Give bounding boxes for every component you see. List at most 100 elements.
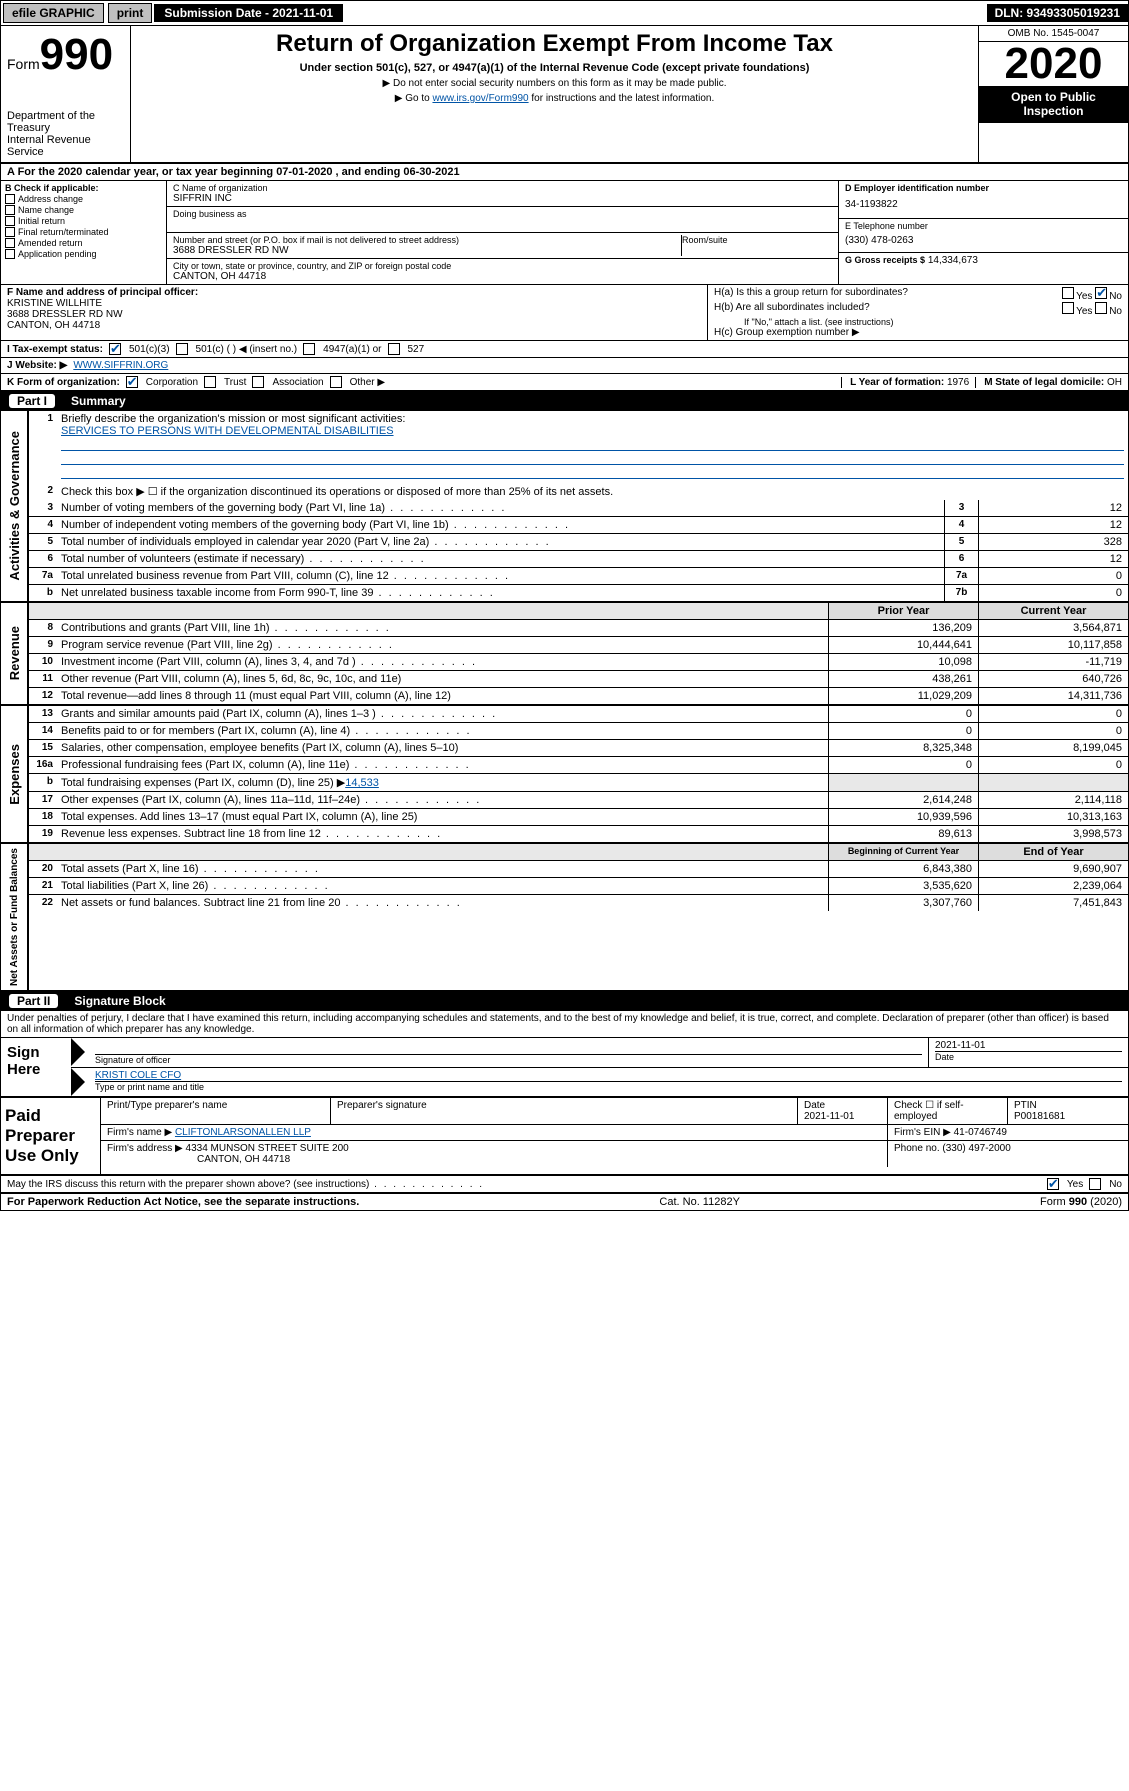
chk-4947[interactable] [303,343,315,355]
chk-501c[interactable] [176,343,188,355]
h-b-label: H(b) Are all subordinates included? [714,302,870,317]
chk-assoc[interactable] [252,376,264,388]
irs-link[interactable]: www.irs.gov/Form990 [432,93,528,104]
yes-label-2: Yes [1076,306,1092,317]
yes-label: Yes [1076,291,1092,302]
firm-ein: 41-0746749 [954,1127,1007,1138]
box-b: B Check if applicable: Address change Na… [1,181,167,284]
chk-trust[interactable] [204,376,216,388]
firm-phone: (330) 497-2000 [942,1143,1010,1154]
p18: 10,939,596 [828,809,978,825]
phone-value: (330) 478-0263 [845,231,1122,250]
h-a-no[interactable] [1095,287,1107,299]
p8: 136,209 [828,620,978,636]
form-note-ssn: ▶ Do not enter social security numbers o… [139,78,970,89]
opt-corp: Corporation [146,377,198,388]
row-j: J Website: ▶ WWW.SIFFRIN.ORG [1,358,1128,374]
sig-date-value: 2021-11-01 [935,1040,1122,1051]
chk-final-return[interactable] [5,227,15,237]
line7a: Total unrelated business revenue from Pa… [57,568,944,584]
opt-trust: Trust [224,377,246,388]
c17: 2,114,118 [978,792,1128,808]
cat-number: Cat. No. 11282Y [659,1196,740,1208]
org-name: SIFFRIN INC [173,193,832,204]
part-1-title: Summary [71,394,126,408]
opt-name-change: Name change [18,205,74,215]
h-b-yes[interactable] [1062,302,1074,314]
hdr-beginning: Beginning of Current Year [828,844,978,860]
line11: Other revenue (Part VIII, column (A), li… [57,671,828,687]
chk-501c3[interactable] [109,343,121,355]
p21: 3,535,620 [828,878,978,894]
top-bar: efile GRAPHIC print Submission Date - 20… [1,1,1128,26]
line20: Total assets (Part X, line 16) [57,861,828,877]
firm-addr-label: Firm's address ▶ [107,1143,183,1154]
firm-addr2: CANTON, OH 44718 [107,1154,290,1165]
vlabel-activities: Activities & Governance [5,427,24,585]
val-7b: 0 [978,585,1128,601]
box-b-title: B Check if applicable: [5,183,162,193]
print-button[interactable]: print [108,3,153,23]
val-4: 12 [978,517,1128,533]
col-preparer-sig: Preparer's signature [331,1098,798,1124]
city-state-zip: CANTON, OH 44718 [173,271,832,282]
mission-text: SERVICES TO PERSONS WITH DEVELOPMENTAL D… [61,425,394,437]
vlabel-expenses: Expenses [5,740,24,809]
chk-corp[interactable] [126,376,138,388]
pra-notice: For Paperwork Reduction Act Notice, see … [7,1196,359,1208]
p12: 11,029,209 [828,688,978,704]
form-subtitle: Under section 501(c), 527, or 4947(a)(1)… [139,62,970,74]
h-c-label: H(c) Group exemption number ▶ [714,327,1122,338]
col-ptin-label: PTIN [1014,1100,1037,1111]
discuss-yes[interactable] [1047,1178,1059,1190]
chk-name-change[interactable] [5,205,15,215]
discuss-row: May the IRS discuss this return with the… [1,1176,1128,1194]
p19: 89,613 [828,826,978,842]
p17: 2,614,248 [828,792,978,808]
h-b-note: If "No," attach a list. (see instruction… [714,317,1122,327]
discuss-no[interactable] [1089,1178,1101,1190]
row-i: I Tax-exempt status: 501(c)(3) 501(c) ( … [1,341,1128,358]
line9: Program service revenue (Part VIII, line… [57,637,828,653]
dln-label: DLN: 93493305019231 [987,4,1128,22]
h-a-yes[interactable] [1062,287,1074,299]
chk-address-change[interactable] [5,194,15,204]
line12: Total revenue—add lines 8 through 11 (mu… [57,688,828,704]
p13: 0 [828,706,978,722]
line16b-val: 14,533 [345,777,379,789]
chk-amended[interactable] [5,238,15,248]
box-h: H(a) Is this a group return for subordin… [708,285,1128,340]
firm-addr1: 4334 MUNSON STREET SUITE 200 [186,1143,349,1154]
sig-date-label: Date [935,1051,1122,1062]
line7b: Net unrelated business taxable income fr… [57,585,944,601]
c21: 2,239,064 [978,878,1128,894]
website-link[interactable]: WWW.SIFFRIN.ORG [73,360,168,371]
discuss-yes-label: Yes [1067,1179,1083,1190]
efile-button[interactable]: efile GRAPHIC [3,3,104,23]
street-address: 3688 DRESSLER RD NW [173,245,681,256]
c16a: 0 [978,757,1128,773]
tax-period-line: A For the 2020 calendar year, or tax yea… [1,164,1128,181]
chk-527[interactable] [388,343,400,355]
chk-other[interactable] [330,376,342,388]
chk-initial-return[interactable] [5,216,15,226]
room-label: Room/suite [682,235,832,245]
gross-receipts-label: G Gross receipts $ [845,255,925,265]
h-b-no[interactable] [1095,302,1107,314]
line17: Other expenses (Part IX, column (A), lin… [57,792,828,808]
col-self-employed: Check ☐ if self-employed [888,1098,1008,1124]
print-name-label: Type or print name and title [95,1081,1122,1092]
vlabel-revenue: Revenue [5,622,24,684]
form-prefix: Form [7,56,40,72]
firm-ein-label: Firm's EIN ▶ [894,1127,951,1138]
officer-print-name: KRISTI COLE CFO [95,1070,1122,1081]
line14: Benefits paid to or for members (Part IX… [57,723,828,739]
line5: Total number of individuals employed in … [57,534,944,550]
goto-post: for instructions and the latest informat… [529,93,715,104]
footer: For Paperwork Reduction Act Notice, see … [1,1194,1128,1210]
firm-name: CLIFTONLARSONALLEN LLP [175,1127,311,1138]
chk-application-pending[interactable] [5,249,15,259]
opt-other: Other ▶ [350,377,385,388]
firm-phone-label: Phone no. [894,1143,940,1154]
officer-name: KRISTINE WILLHITE [7,298,701,309]
